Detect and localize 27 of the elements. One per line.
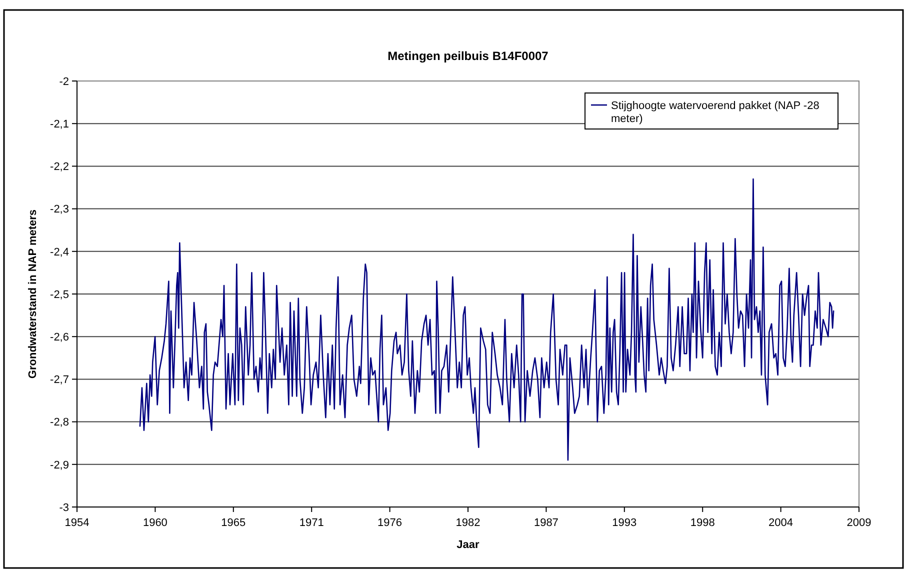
y-tick-label: -2,5 [50, 288, 69, 301]
x-tick-label: 2004 [768, 517, 794, 529]
y-tick-label: -2 [59, 76, 69, 88]
y-axis-title: Grondwaterstand in NAP meters [27, 209, 39, 379]
x-tick-label: 1954 [64, 517, 90, 529]
x-tick-label: 1965 [221, 517, 246, 529]
y-tick-label: -2,4 [50, 246, 69, 258]
x-tick-label: 2009 [846, 517, 872, 529]
line-series [139, 178, 834, 461]
y-tick-label: -2,1 [50, 118, 69, 130]
x-axis-title: Jaar [456, 539, 480, 551]
x-tick-label: 1960 [142, 517, 168, 529]
x-tick-label: 1987 [534, 517, 558, 529]
y-tick-label: -2,8 [50, 416, 69, 429]
y-tick-label: -2,6 [50, 331, 69, 344]
legend-label: Stijghoogte watervoerend pakket (NAP -28 meter) [611, 100, 820, 125]
chart-title: Metingen peilbuis B14F0007 [388, 49, 549, 63]
y-tick-label: -3 [59, 502, 69, 514]
x-tick-label: 1993 [612, 517, 637, 529]
x-tick-label: 1971 [299, 517, 324, 529]
y-tick-label: -2,7 [50, 374, 69, 386]
x-tick-label: 1976 [378, 517, 402, 529]
y-tick-label: -2,3 [50, 204, 69, 216]
y-tick-label: -2,2 [50, 161, 69, 174]
x-tick-label: 1982 [456, 517, 480, 529]
y-tick-label: -2,9 [50, 459, 69, 472]
x-tick-label: 1998 [690, 517, 715, 529]
